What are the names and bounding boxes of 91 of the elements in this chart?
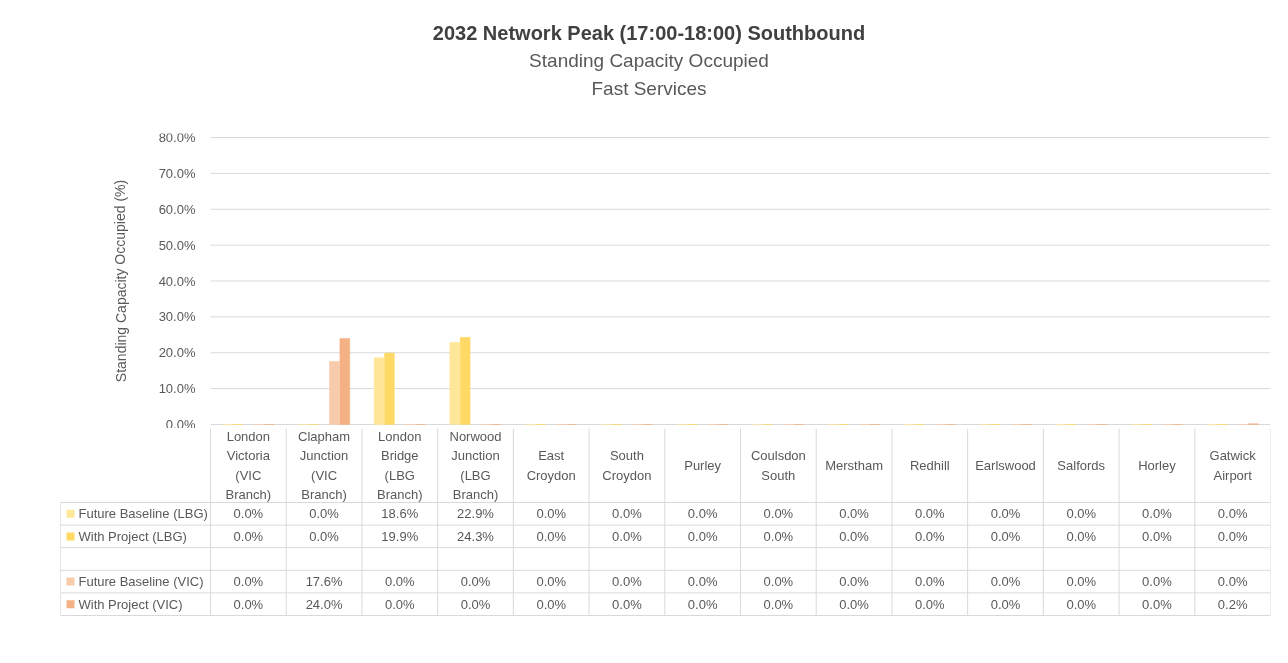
x-tick-label: Norwood Junction (LBG Branch) [449,428,502,503]
x-tick-label: Horley [1138,458,1177,473]
data-label: 0.0% [914,574,946,590]
data-label: 0.0% [914,506,946,522]
data-label: 0.0% [233,506,264,522]
x-tick-label: Salfords [1057,458,1106,473]
x-tick-label: London Bridge (LBG Branch) [377,428,423,503]
y-tick-label: 30.0% [158,309,196,325]
data-label: 24.3% [457,528,495,544]
data-label: 0.0% [914,528,946,544]
bar [384,352,395,425]
data-label: 19.9% [381,528,419,544]
x-tick-label: Gatwick Airport [1209,448,1257,483]
legend-label: With Project (LBG) [78,528,187,544]
data-label: 0.0% [612,528,643,544]
data-label: 0.0% [687,506,718,522]
data-label: 0.0% [839,506,870,522]
x-tick-label: Earlswood [975,458,1036,473]
x-tick-label: Clapham Junction (VIC Branch) [298,428,351,503]
data-label: 0.0% [990,574,1021,590]
x-tick-label: Redhill [909,458,950,473]
data-label: 0.0% [1142,528,1173,544]
data-label: 0.0% [1066,574,1097,590]
y-tick-label: 70.0% [158,165,196,181]
data-label: 0.0% [233,528,264,544]
x-tick-label: South Croydon [602,448,652,483]
y-tick-label: 10.0% [158,381,196,397]
data-label: 0.0% [763,506,794,522]
bar [339,338,350,425]
data-label: 0.0% [536,574,567,590]
data-label: 0.0% [536,528,567,544]
data-label: 0.0% [1217,506,1248,522]
data-label: 0.0% [990,506,1021,522]
data-label: 0.0% [612,596,643,612]
data-label: 0.0% [1066,506,1097,522]
data-label: 24.0% [305,596,343,612]
data-label: 0.0% [839,596,870,612]
data-label: 0.0% [1142,574,1173,590]
data-label: 0.0% [1217,574,1248,590]
y-tick-label: 50.0% [158,237,196,253]
bar [459,337,471,425]
data-label: 0.0% [1066,596,1097,612]
data-label: 17.6% [305,574,343,590]
data-label: 0.0% [1066,528,1097,544]
x-tick-label: East Croydon [526,448,576,483]
data-label: 0.0% [233,574,264,590]
legend-label: Future Baseline (LBG) [78,506,208,522]
y-axis-title: Standing Capacity Occupied (%) [112,179,129,383]
data-label: 0.0% [612,574,643,590]
bar [449,342,460,425]
bar [373,357,385,425]
data-label: 0.0% [460,574,491,590]
data-label: 0.0% [1217,528,1248,544]
data-label: 0.0% [687,528,718,544]
data-label: 0.0% [687,574,718,590]
x-tick-label: Purley [684,458,722,473]
data-label: 0.0% [839,528,870,544]
data-label: 0.0% [1142,596,1173,612]
chart-subtitle: Standing Capacity Occupied Fast Services [528,49,770,101]
chart-title: 2032 Network Peak (17:00-18:00) Southbound [431,21,867,46]
y-tick-label: 40.0% [158,273,196,289]
data-label: 0.0% [309,528,340,544]
data-label: 0.0% [384,596,416,612]
y-tick-label: 60.0% [158,201,196,217]
legend-label: With Project (VIC) [78,596,183,612]
data-label: 0.0% [990,596,1021,612]
data-label: 0.0% [763,596,794,612]
data-label: 0.0% [1142,506,1173,522]
y-tick-label: 80.0% [158,130,196,145]
data-label: 0.0% [914,596,946,612]
x-tick-label: London Victoria (VIC Branch) [225,428,272,503]
data-label: 0.0% [536,506,567,522]
data-label: 22.9% [457,506,495,522]
data-label: 0.0% [233,596,264,612]
legend-label: Future Baseline (VIC) [78,574,204,590]
data-label: 0.0% [990,528,1021,544]
data-label: 0.0% [687,596,718,612]
data-label: 0.0% [612,506,643,522]
data-label: 0.0% [763,574,794,590]
x-tick-label: Merstham [825,458,883,473]
data-label: 0.0% [460,596,491,612]
y-tick-label: 20.0% [158,345,196,361]
x-tick-label: Coulsdon South [750,448,806,483]
data-label: 0.0% [536,596,567,612]
data-label: 18.6% [381,506,419,522]
bar [329,361,340,425]
data-label: 0.0% [763,528,794,544]
data-label: 0.0% [309,506,340,522]
data-label: 0.0% [384,574,416,590]
data-label: 0.2% [1217,596,1248,612]
data-label: 0.0% [839,574,870,590]
